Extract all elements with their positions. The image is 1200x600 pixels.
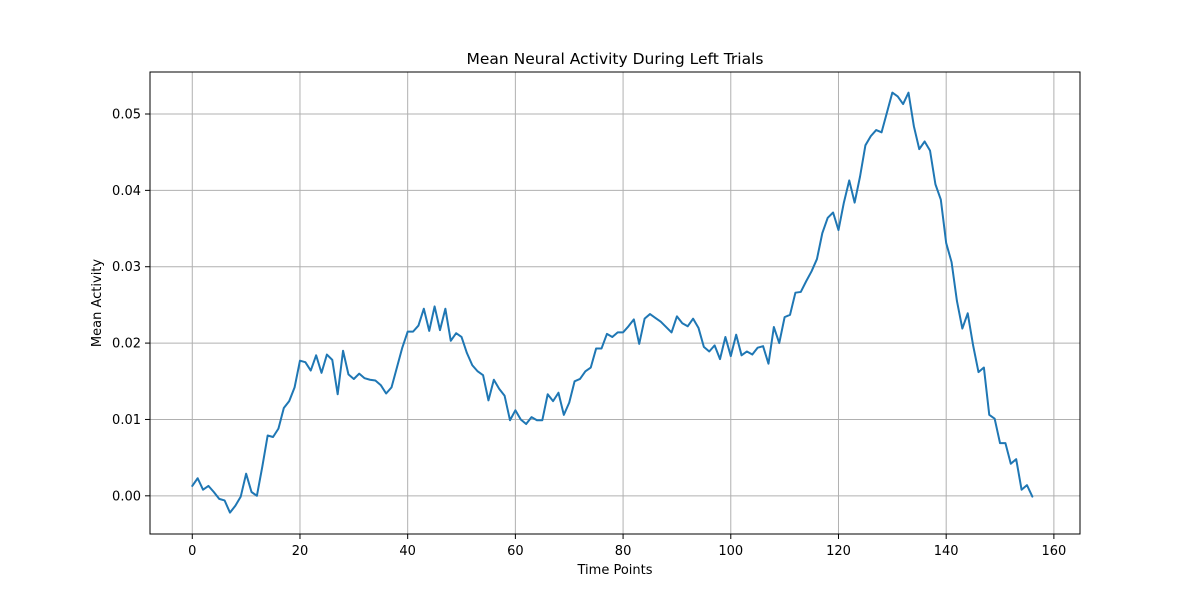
y-axis-ticks: 0.00 0.01 0.02 0.03 0.04 0.05 [112,108,150,504]
x-tick-label: 160 [1041,544,1066,559]
y-tick-label: 0.04 [112,184,141,199]
x-axis-ticks: 0 20 40 60 80 100 120 140 160 [188,534,1066,559]
grid [150,72,1080,534]
chart-title: Mean Neural Activity During Left Trials [467,50,764,68]
x-tick-label: 40 [399,544,416,559]
plot-frame [149,71,1081,535]
x-tick-label: 60 [507,544,524,559]
y-tick-label: 0.01 [112,413,141,428]
y-tick-label: 0.05 [112,108,141,123]
y-tick-label: 0.00 [112,489,141,504]
y-tick-label: 0.03 [112,260,141,275]
x-tick-label: 120 [826,544,851,559]
x-tick-label: 100 [718,544,743,559]
x-tick-label: 140 [934,544,959,559]
y-axis-label: Mean Activity [90,259,105,347]
x-tick-label: 20 [292,544,309,559]
y-tick-label: 0.02 [112,337,141,352]
series-line [191,91,1034,514]
x-tick-label: 0 [188,544,196,559]
x-tick-label: 80 [615,544,632,559]
x-axis-label: Time Points [577,563,653,578]
